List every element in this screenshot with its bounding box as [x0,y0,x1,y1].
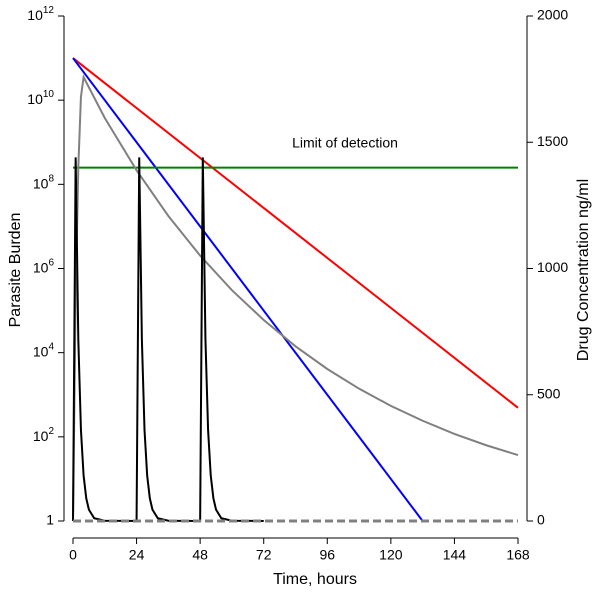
y2-tick-label: 1000 [537,259,568,275]
y-tick-base: 10 [27,7,43,23]
y-tick-label: 106 [33,257,55,275]
y-tick-label: 108 [33,173,55,191]
x-axis-label: Time, hours [273,571,357,588]
x-tick-label: 144 [443,547,467,563]
y2-tick-label: 2000 [537,7,568,23]
y-tick-exponent: 4 [48,341,54,352]
y2-axis-label: Drug Concentration ng/ml [575,179,592,361]
x-tick-label: 72 [256,547,272,563]
y-tick-exponent: 6 [48,257,54,268]
x-tick-label: 120 [379,547,403,563]
series-line [72,73,519,522]
y-tick-label: 1010 [27,89,54,107]
y2-tick-label: 0 [537,512,545,528]
x-tick-label: 96 [319,547,335,563]
y2-tick-label: 500 [537,385,561,401]
x-tick-label: 48 [192,547,208,563]
series-line [72,57,424,522]
y-tick-label: 104 [33,341,55,359]
y-tick-base: 10 [33,175,49,191]
y-tick-exponent: 8 [48,173,54,184]
y-tick-exponent: 2 [48,425,54,436]
y-tick-label: 1 [46,512,54,528]
y-tick-base: 10 [27,91,43,107]
y-tick-exponent: 10 [43,89,55,100]
x-tick-label: 168 [506,547,530,563]
x-tick-label: 0 [69,547,77,563]
y-tick-label: 1012 [27,5,54,23]
series-line [72,157,264,523]
x-tick-label: 24 [129,547,145,563]
y-tick-base: 10 [33,259,49,275]
annotation: Limit of detection [292,135,398,151]
series-line [72,57,519,409]
y-tick-base: 10 [33,343,49,359]
y-axis-label: Parasite Burden [7,213,24,328]
y-tick-base: 10 [33,428,49,444]
y-tick-exponent: 12 [43,5,55,16]
y2-tick-label: 1500 [537,133,568,149]
y-tick-label: 102 [33,425,55,443]
